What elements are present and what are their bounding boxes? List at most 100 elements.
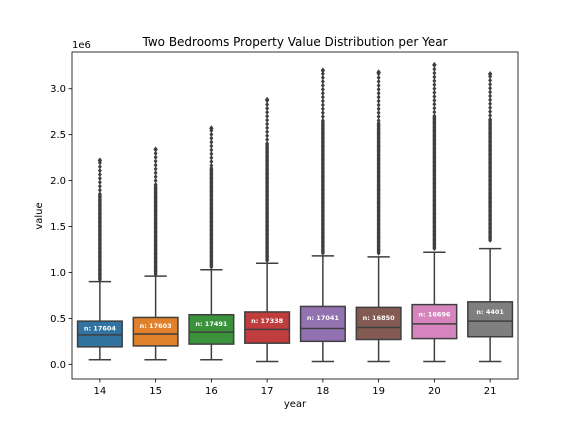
outlier-point [153, 170, 158, 176]
outlier-point [320, 110, 325, 116]
box-year-21: n: 4401 [467, 71, 514, 363]
outlier-point [209, 147, 214, 153]
outlier-point [209, 159, 214, 165]
outlier-point [265, 109, 270, 115]
outlier-point [432, 61, 437, 68]
axes-frame [71, 51, 519, 380]
y-tick-label: 2.0 [50, 176, 66, 187]
outlier-point [153, 150, 158, 156]
outlier-point [209, 151, 214, 157]
outlier-point [265, 137, 270, 143]
y-tick-label: 2.5 [50, 130, 66, 141]
outlier-point [265, 117, 270, 123]
outlier-point [320, 67, 326, 74]
x-tick-label: 14 [94, 386, 107, 397]
outlier-point [153, 154, 158, 160]
outlier-point [432, 105, 437, 111]
count-label: n: 4401 [476, 308, 504, 316]
box-year-16: n: 17491 [188, 125, 235, 361]
y-axis: 0.0 0.5 1.0 1.5 2.0 2.5 3.0 [50, 84, 72, 371]
y-tick-label: 1.5 [50, 222, 66, 233]
outlier-point [432, 78, 437, 84]
y-tick-label: 0.0 [50, 360, 66, 371]
box-iqr [244, 311, 291, 344]
outlier-point [97, 175, 102, 181]
outlier-point [432, 82, 437, 88]
box-year-18: n: 17041 [299, 67, 346, 363]
outlier-point [97, 171, 102, 178]
outlier-point [153, 146, 158, 153]
count-label: n: 17603 [140, 322, 172, 330]
outlier-point [265, 105, 270, 112]
outlier-point [488, 77, 493, 84]
outlier-point [432, 97, 437, 103]
outlier-point [376, 90, 381, 96]
plot-area: n: 17604 n: 17603 n: 17491 n: 17338 n: 17041… [76, 61, 514, 363]
outlier-point [320, 98, 325, 104]
box-iqr [355, 306, 402, 341]
outlier-point [320, 82, 325, 89]
count-label: n: 17604 [84, 325, 117, 333]
outlier-point [265, 140, 270, 147]
outlier-point [376, 117, 381, 124]
outlier-point [153, 181, 158, 188]
outlier-point [320, 94, 325, 100]
outlier-point [432, 89, 437, 96]
outlier-point [265, 133, 270, 139]
y-axis-label: value [34, 202, 45, 229]
box-iqr [188, 313, 235, 345]
outlier-point [376, 114, 381, 120]
outlier-point [488, 101, 493, 107]
outlier-point [153, 166, 158, 172]
outlier-point [153, 158, 158, 164]
outlier-point [264, 96, 270, 103]
outlier-point [97, 187, 102, 193]
outlier-point [376, 82, 381, 89]
box-iqr [411, 303, 458, 340]
box-year-19: n: 16850 [355, 69, 402, 363]
count-label: n: 16850 [363, 314, 396, 322]
outlier-point [488, 81, 493, 87]
x-tick-label: 21 [484, 386, 497, 397]
outlier-point [320, 90, 325, 96]
outlier-point [376, 110, 381, 116]
outlier-point [265, 121, 270, 127]
y-tick-label: 1.0 [50, 268, 66, 279]
box-iqr [467, 301, 514, 338]
outlier-point [153, 174, 158, 180]
outlier-point [153, 162, 158, 168]
outlier-point [320, 71, 325, 77]
x-tick-label: 18 [317, 386, 330, 397]
outlier-point [265, 129, 270, 135]
outlier-point [488, 116, 493, 123]
outliers [264, 96, 270, 264]
box-year-20: n: 16696 [411, 61, 458, 363]
count-label: n: 16696 [418, 311, 451, 319]
outlier-point [265, 113, 270, 119]
outlier-point [432, 70, 437, 76]
outlier-point [432, 101, 437, 107]
outlier-point [97, 191, 102, 197]
outlier-point [265, 101, 270, 108]
outlier-point [376, 102, 381, 108]
box-iqr [76, 320, 123, 348]
outlier-point [209, 165, 214, 171]
outliers [209, 125, 214, 270]
outlier-point [432, 109, 437, 115]
outlier-point [97, 183, 102, 189]
x-axis-label: year [284, 399, 307, 410]
outlier-point [376, 78, 381, 85]
outlier-point [376, 94, 381, 100]
outlier-point [320, 86, 325, 92]
box-year-14: n: 17604 [76, 157, 123, 361]
y-axis-offset-text: 1e6 [72, 40, 91, 51]
y-tick-label: 3.0 [50, 84, 66, 95]
outlier-point [432, 86, 437, 92]
outlier-point [97, 164, 102, 170]
outlier-point [376, 86, 381, 92]
chart-title: Two Bedrooms Property Value Distribution… [142, 35, 448, 49]
outlier-point [209, 131, 214, 137]
box-iqr [132, 316, 179, 347]
box-year-15: n: 17603 [132, 146, 179, 361]
